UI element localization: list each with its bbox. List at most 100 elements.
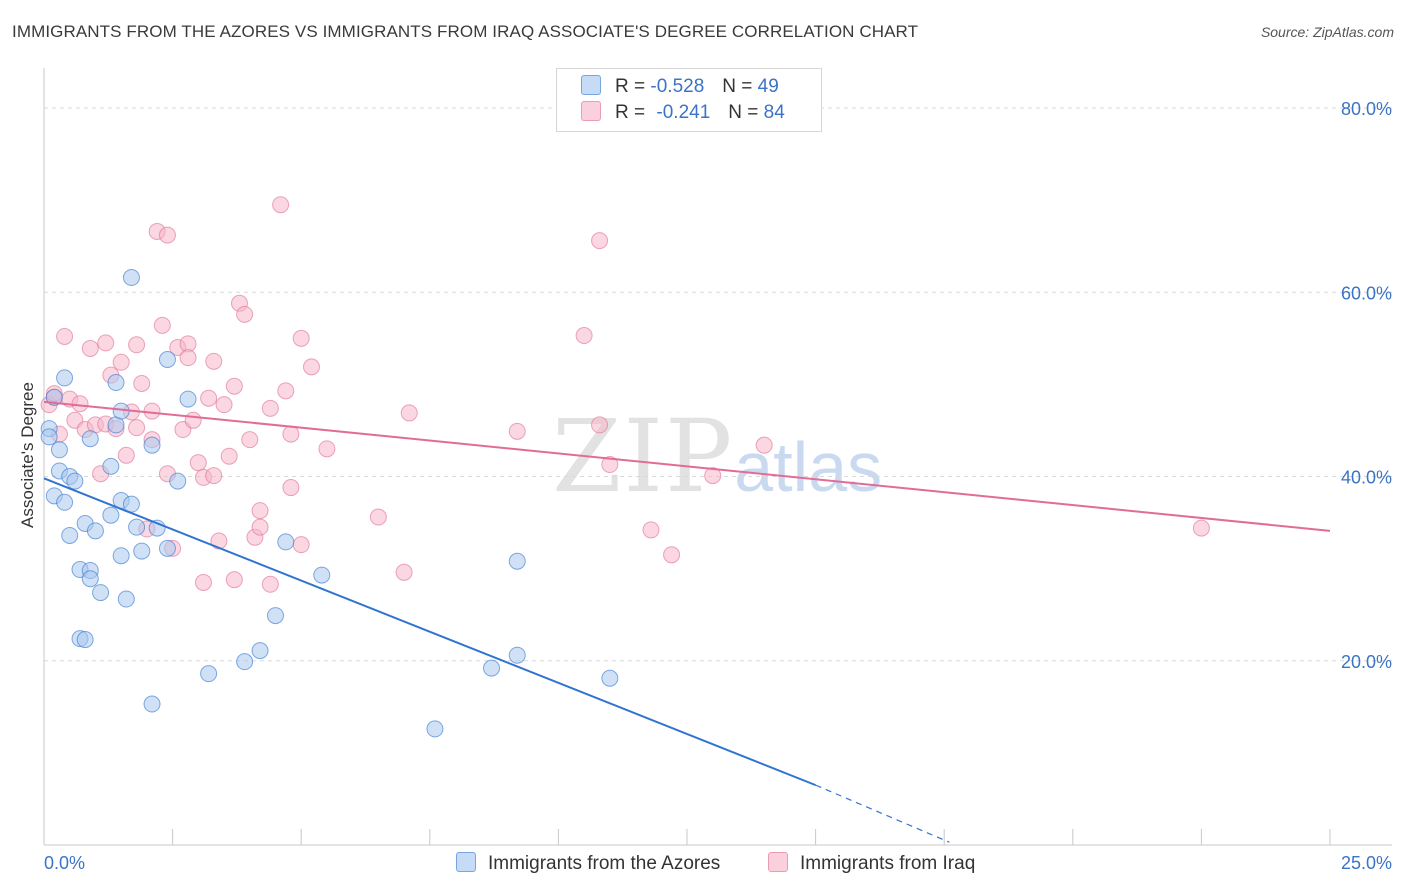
iraq-point <box>1192 519 1210 537</box>
y-tick-label: 40.0% <box>1341 468 1392 488</box>
azores-point <box>236 653 254 671</box>
iraq-point <box>143 402 161 420</box>
azores-point <box>122 269 140 287</box>
legend-swatch-iraq <box>581 101 601 121</box>
azores-point <box>158 539 176 557</box>
bottom-legend: Immigrants from the Azores Immigrants fr… <box>0 852 1406 878</box>
azores-point <box>76 631 94 649</box>
iraq-point <box>128 419 146 437</box>
azores-point <box>45 388 63 406</box>
azores-point <box>508 646 526 664</box>
iraq-point <box>400 404 418 422</box>
correlation-legend: R = -0.528 N = 49 R = -0.241 N = 84 <box>556 68 822 132</box>
iraq-point <box>81 339 99 357</box>
iraq-point <box>205 467 223 485</box>
x-tick-label: 25.0% <box>1341 853 1392 873</box>
azores-point <box>86 522 104 540</box>
bottom-legend-swatch-azores <box>456 852 476 872</box>
azores-point <box>277 533 295 551</box>
iraq-point <box>179 349 197 367</box>
iraq-point <box>272 196 290 214</box>
bottom-legend-swatch-iraq <box>768 852 788 872</box>
iraq-point <box>282 425 300 443</box>
y-axis-title: Associate's Degree <box>18 382 37 528</box>
azores-point <box>56 369 74 387</box>
iraq-point <box>236 305 254 323</box>
iraq-point <box>261 575 279 593</box>
iraq-point <box>225 377 243 395</box>
azores-point <box>61 526 79 544</box>
azores-point <box>426 720 444 738</box>
iraq-point <box>292 536 310 554</box>
azores-point <box>81 430 99 448</box>
azores-point <box>102 506 120 524</box>
bottom-legend-label-iraq: Immigrants from Iraq <box>800 853 976 874</box>
iraq-point <box>591 232 609 250</box>
bottom-legend-iraq: Immigrants from Iraq <box>768 852 975 875</box>
azores-point <box>179 390 197 408</box>
azores-point <box>112 547 130 565</box>
iraq-point <box>220 447 238 465</box>
iraq-point <box>704 467 722 485</box>
azores-point <box>81 570 99 588</box>
iraq-point <box>663 546 681 564</box>
azores-point <box>56 493 74 511</box>
azores-point <box>92 584 110 602</box>
iraq-point <box>184 411 202 429</box>
azores-point <box>40 428 58 446</box>
source-label: Source: ZipAtlas.com <box>1260 24 1394 40</box>
azores-point <box>133 542 151 560</box>
iraq-point <box>205 352 223 370</box>
azores-trendline <box>43 477 816 787</box>
iraq-point <box>133 374 151 392</box>
azores-point <box>102 457 120 475</box>
y-tick-label: 20.0% <box>1341 652 1392 672</box>
iraq-point <box>210 532 228 550</box>
iraq-point <box>642 521 660 539</box>
azores-point <box>143 436 161 454</box>
iraq-point <box>575 327 593 345</box>
iraq-point <box>158 226 176 244</box>
iraq-point <box>189 454 207 472</box>
azores-point <box>107 374 125 392</box>
azores-point <box>122 495 140 513</box>
iraq-point <box>282 479 300 497</box>
azores-point <box>483 659 501 677</box>
azores-point <box>158 351 176 369</box>
azores-point <box>266 607 284 625</box>
iraq-point <box>601 456 619 474</box>
iraq-point <box>261 399 279 417</box>
azores-point <box>251 642 269 660</box>
azores-point <box>601 669 619 687</box>
iraq-point <box>292 329 310 347</box>
iraq-point <box>318 440 336 458</box>
azores-point <box>508 552 526 570</box>
legend-r-label: R = <box>615 76 646 97</box>
iraq-point <box>112 353 130 371</box>
azores-trendline-extension <box>815 784 950 843</box>
iraq-point <box>369 508 387 526</box>
iraq-point <box>128 336 146 354</box>
azores-point <box>66 472 84 490</box>
y-tick-label: 80.0% <box>1341 99 1392 119</box>
chart-title: IMMIGRANTS FROM THE AZORES VS IMMIGRANTS… <box>12 22 919 41</box>
iraq-point <box>194 573 212 591</box>
iraq-point <box>395 563 413 581</box>
iraq-point <box>117 446 135 464</box>
iraq-point <box>755 436 773 454</box>
azores-point <box>128 518 146 536</box>
azores-point <box>313 566 331 584</box>
azores-point <box>169 472 187 490</box>
iraq-point <box>200 389 218 407</box>
legend-r-value-iraq: -0.241 <box>656 102 711 123</box>
iraq-point <box>251 518 269 536</box>
legend-row-iraq: R = -0.241 N = 84 <box>581 101 803 127</box>
iraq-point <box>56 327 74 345</box>
iraq-point <box>508 422 526 440</box>
legend-r-value-azores: -0.528 <box>650 76 705 97</box>
iraq-point <box>241 431 259 449</box>
legend-row-azores: R = -0.528 N = 49 <box>581 75 797 101</box>
legend-n-value-azores: 49 <box>757 76 779 97</box>
x-tick-label: 0.0% <box>44 853 85 873</box>
